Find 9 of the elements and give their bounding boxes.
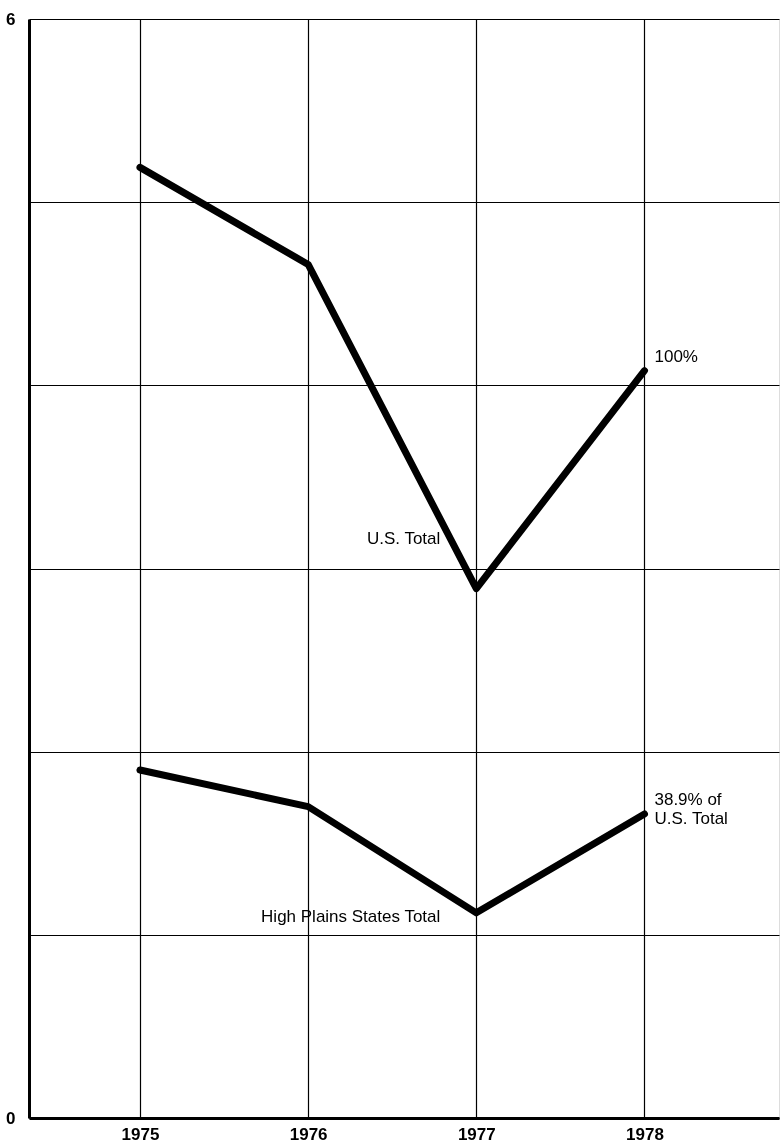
x-tick-label: 1976	[289, 1124, 328, 1144]
annotation: 38.9% of U.S. Total	[654, 789, 728, 828]
series-label: U.S. Total	[366, 528, 441, 548]
y-tick-label: 0	[6, 1108, 16, 1128]
annotation: 100%	[654, 346, 698, 366]
y-tick-label: 6	[6, 9, 16, 29]
x-tick-label: 1978	[626, 1124, 664, 1144]
x-tick-label: 1977	[457, 1124, 496, 1144]
x-tick-label: 1975	[121, 1124, 160, 1144]
